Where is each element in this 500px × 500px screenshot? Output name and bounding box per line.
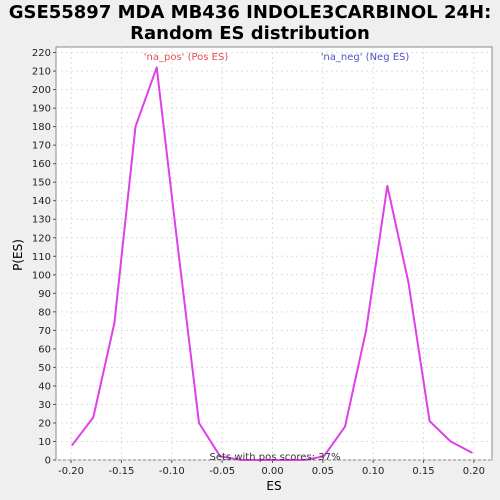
es-data-point xyxy=(134,125,137,128)
y-tick-label: 220 xyxy=(32,48,51,59)
y-tick-label: 100 xyxy=(32,270,51,281)
es-series-line xyxy=(71,66,473,461)
es-data-point xyxy=(365,329,367,332)
es-data-point xyxy=(323,455,325,458)
es-data-point xyxy=(282,459,285,461)
es-data-point xyxy=(155,66,158,69)
es-data-point xyxy=(71,444,73,446)
x-tick-label: 0.10 xyxy=(362,466,384,477)
es-data-point xyxy=(219,455,221,458)
y-tick-label: 30 xyxy=(38,400,51,411)
es-data-point xyxy=(261,459,264,461)
y-tick-label: 110 xyxy=(32,252,51,263)
pos-es-legend-label: 'na_pos' (Pos ES) xyxy=(144,52,229,63)
chart-title-line-2: Random ES distribution xyxy=(130,23,370,44)
es-data-point xyxy=(344,425,346,428)
chart-title: GSE55897 MDA MB436 INDOLE3CARBINOL 24H: … xyxy=(0,2,500,44)
y-tick-label: 200 xyxy=(32,85,51,96)
y-tick-label: 160 xyxy=(32,159,51,170)
es-data-point xyxy=(240,459,243,461)
x-tick-label: 0.15 xyxy=(412,466,434,477)
es-data-point xyxy=(177,246,179,248)
es-data-point xyxy=(198,422,200,424)
y-tick-label: 50 xyxy=(38,363,51,374)
x-axis-label: ES xyxy=(266,479,281,493)
x-tick-label: -0.05 xyxy=(209,466,235,477)
x-tick-label: -0.10 xyxy=(159,466,185,477)
y-tick-label: 190 xyxy=(32,104,51,115)
y-tick-label: 40 xyxy=(38,381,51,392)
y-axis-ticks: 0 10 20 30 40 50 60 70 80 90 100 110 120 130 140 150 160… xyxy=(32,48,56,467)
y-tick-label: 80 xyxy=(38,307,51,318)
series-lines xyxy=(71,66,473,461)
y-tick-label: 10 xyxy=(38,437,51,448)
es-data-point xyxy=(386,185,389,187)
y-tick-label: 150 xyxy=(32,178,51,189)
y-tick-label: 60 xyxy=(38,344,51,355)
y-tick-label: 70 xyxy=(38,326,51,337)
pos-scores-note: Sets with pos scores: 37% xyxy=(210,452,341,463)
y-tick-label: 140 xyxy=(32,196,51,207)
y-tick-label: 130 xyxy=(32,215,51,226)
y-tick-label: 20 xyxy=(38,418,51,429)
neg-es-legend-label: 'na_neg' (Neg ES) xyxy=(321,52,410,63)
es-data-point xyxy=(407,281,410,284)
y-tick-label: 180 xyxy=(32,122,51,133)
x-tick-label: 0.05 xyxy=(312,466,334,477)
plot-area xyxy=(55,46,493,461)
y-axis-label: P(ES) xyxy=(11,239,25,271)
x-tick-label: -0.15 xyxy=(109,466,135,477)
es-data-point xyxy=(428,420,431,422)
x-tick-label: 0.20 xyxy=(463,466,485,477)
es-data-point xyxy=(92,416,95,419)
x-axis-ticks: -0.20 -0.15 -0.10 -0.05 0.00 0.05 0.10 0.15 0.20 xyxy=(58,460,485,477)
es-data-point xyxy=(303,459,306,461)
x-tick-label: 0.00 xyxy=(261,466,283,477)
y-tick-label: 90 xyxy=(38,289,51,300)
chart-title-line-1: GSE55897 MDA MB436 INDOLE3CARBINOL 24H: xyxy=(8,2,492,23)
x-tick-label: -0.20 xyxy=(58,466,84,477)
es-data-point xyxy=(471,451,473,454)
y-tick-label: 120 xyxy=(32,233,51,244)
es-data-point xyxy=(449,440,452,443)
es-data-point xyxy=(113,322,116,324)
y-tick-label: 0 xyxy=(45,456,51,467)
y-tick-label: 210 xyxy=(32,67,51,78)
y-tick-label: 170 xyxy=(32,141,51,152)
